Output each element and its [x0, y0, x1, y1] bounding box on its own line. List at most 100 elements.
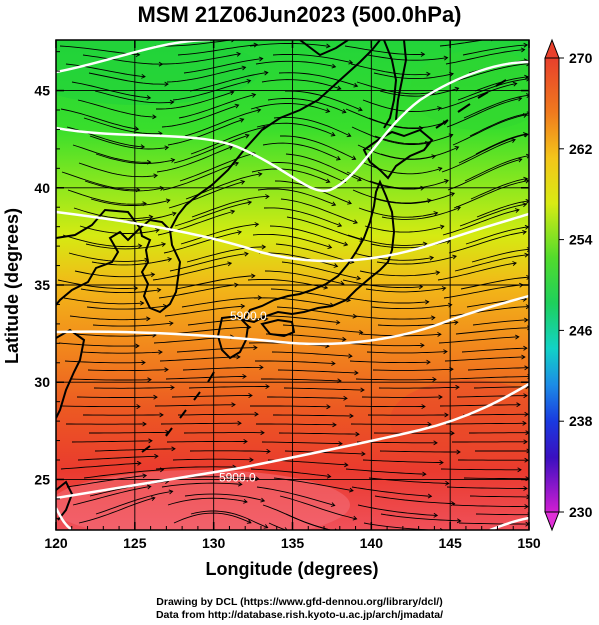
streamline-arrowhead	[237, 481, 243, 487]
streamline	[178, 476, 259, 480]
streamline-arrowhead	[444, 179, 449, 184]
streamline	[70, 378, 152, 381]
streamline	[446, 422, 526, 425]
streamline	[344, 405, 425, 408]
streamline-arrowhead	[253, 42, 259, 48]
streamline	[438, 336, 519, 344]
streamline	[351, 486, 432, 497]
streamline	[166, 66, 246, 83]
streamline	[155, 466, 236, 470]
streamline	[176, 347, 257, 353]
streamline	[177, 44, 258, 56]
streamline	[90, 198, 170, 206]
streamline	[156, 145, 233, 173]
streamline	[166, 440, 247, 443]
y-tick-label: 25	[34, 471, 50, 487]
streamline-arrowhead	[237, 230, 242, 235]
streamline	[191, 195, 269, 218]
credit-drawing: Drawing by DCL (https://www.gfd-dennou.o…	[156, 596, 443, 608]
credits: Drawing by DCL (https://www.gfd-dennou.o…	[0, 596, 599, 622]
streamline	[475, 133, 527, 155]
streamline-arrowhead	[357, 176, 362, 182]
streamline-arrowhead	[323, 284, 329, 290]
streamline	[441, 139, 516, 173]
streamline	[283, 387, 365, 391]
streamline-arrowhead	[420, 51, 426, 57]
streamline	[476, 200, 529, 218]
streamline	[72, 144, 151, 163]
streamline	[371, 304, 452, 310]
contour-label: 5900.0	[219, 470, 256, 484]
streamline-arrowhead	[427, 421, 432, 427]
streamline	[445, 49, 525, 65]
streamline-arrowhead	[236, 354, 241, 360]
streamline	[189, 450, 271, 452]
streamline	[475, 513, 529, 516]
streamline	[169, 253, 249, 272]
streamline-arrowhead	[517, 96, 523, 102]
streamline	[452, 114, 527, 146]
streamline	[184, 109, 261, 137]
streamline	[376, 255, 457, 265]
streamline	[366, 351, 448, 354]
streamline-arrowhead	[139, 300, 145, 306]
streamline	[190, 510, 268, 529]
streamline-arrowhead	[441, 286, 447, 291]
streamline	[460, 276, 529, 290]
streamline	[451, 63, 529, 83]
streamline	[62, 234, 142, 248]
streamline	[346, 171, 425, 190]
streamline	[63, 297, 144, 305]
streamline-arrowhead	[456, 206, 462, 211]
streamline	[69, 315, 150, 321]
streamline-arrowhead	[265, 384, 270, 389]
streamline-arrowhead	[155, 228, 160, 233]
streamline	[362, 99, 442, 113]
streamline-arrowhead	[171, 446, 176, 452]
streamline	[180, 223, 259, 245]
colorbar: 270 262 254 246 238 230	[544, 38, 593, 532]
streamline	[94, 90, 174, 104]
streamline-arrowhead	[263, 70, 269, 76]
streamline	[172, 458, 254, 461]
streamline	[459, 203, 527, 227]
streamline-arrowhead	[352, 515, 358, 521]
streamline-arrowhead	[227, 261, 233, 267]
streamline	[66, 475, 147, 488]
streamline	[152, 262, 232, 281]
streamline	[440, 468, 521, 471]
streamline-arrowhead	[153, 394, 158, 400]
streamline	[78, 497, 155, 524]
colorbar-label: 270	[569, 50, 593, 66]
streamline	[95, 490, 173, 515]
streamline	[345, 108, 423, 130]
streamline	[163, 231, 242, 254]
streamline	[261, 79, 341, 90]
streamline-arrowhead	[241, 65, 247, 71]
y-tick-label: 40	[34, 180, 50, 196]
streamline-arrowhead	[326, 473, 332, 479]
streamline-arrowhead	[257, 171, 263, 177]
streamline-arrowhead	[158, 349, 163, 355]
streamline	[81, 351, 163, 354]
x-tick-label: 150	[517, 535, 541, 551]
streamline-arrowhead	[444, 412, 449, 418]
streamline	[60, 108, 139, 130]
streamline	[255, 360, 335, 365]
streamline-arrowhead	[454, 145, 460, 151]
streamline	[58, 342, 139, 347]
streamline	[285, 153, 362, 181]
streamline	[173, 512, 252, 524]
streamline-arrowhead	[511, 138, 516, 143]
streamline	[167, 118, 244, 146]
streamline-arrowhead	[168, 489, 174, 495]
streamline-arrowhead	[244, 133, 250, 139]
streamline-arrowhead	[456, 518, 462, 524]
streamline	[168, 180, 245, 209]
streamline-arrowhead	[331, 361, 336, 366]
streamline	[284, 450, 365, 455]
x-tick-label: 145	[438, 535, 462, 551]
streamline	[83, 117, 162, 135]
streamline	[165, 375, 247, 380]
contour-label: 5900.0	[230, 309, 267, 323]
